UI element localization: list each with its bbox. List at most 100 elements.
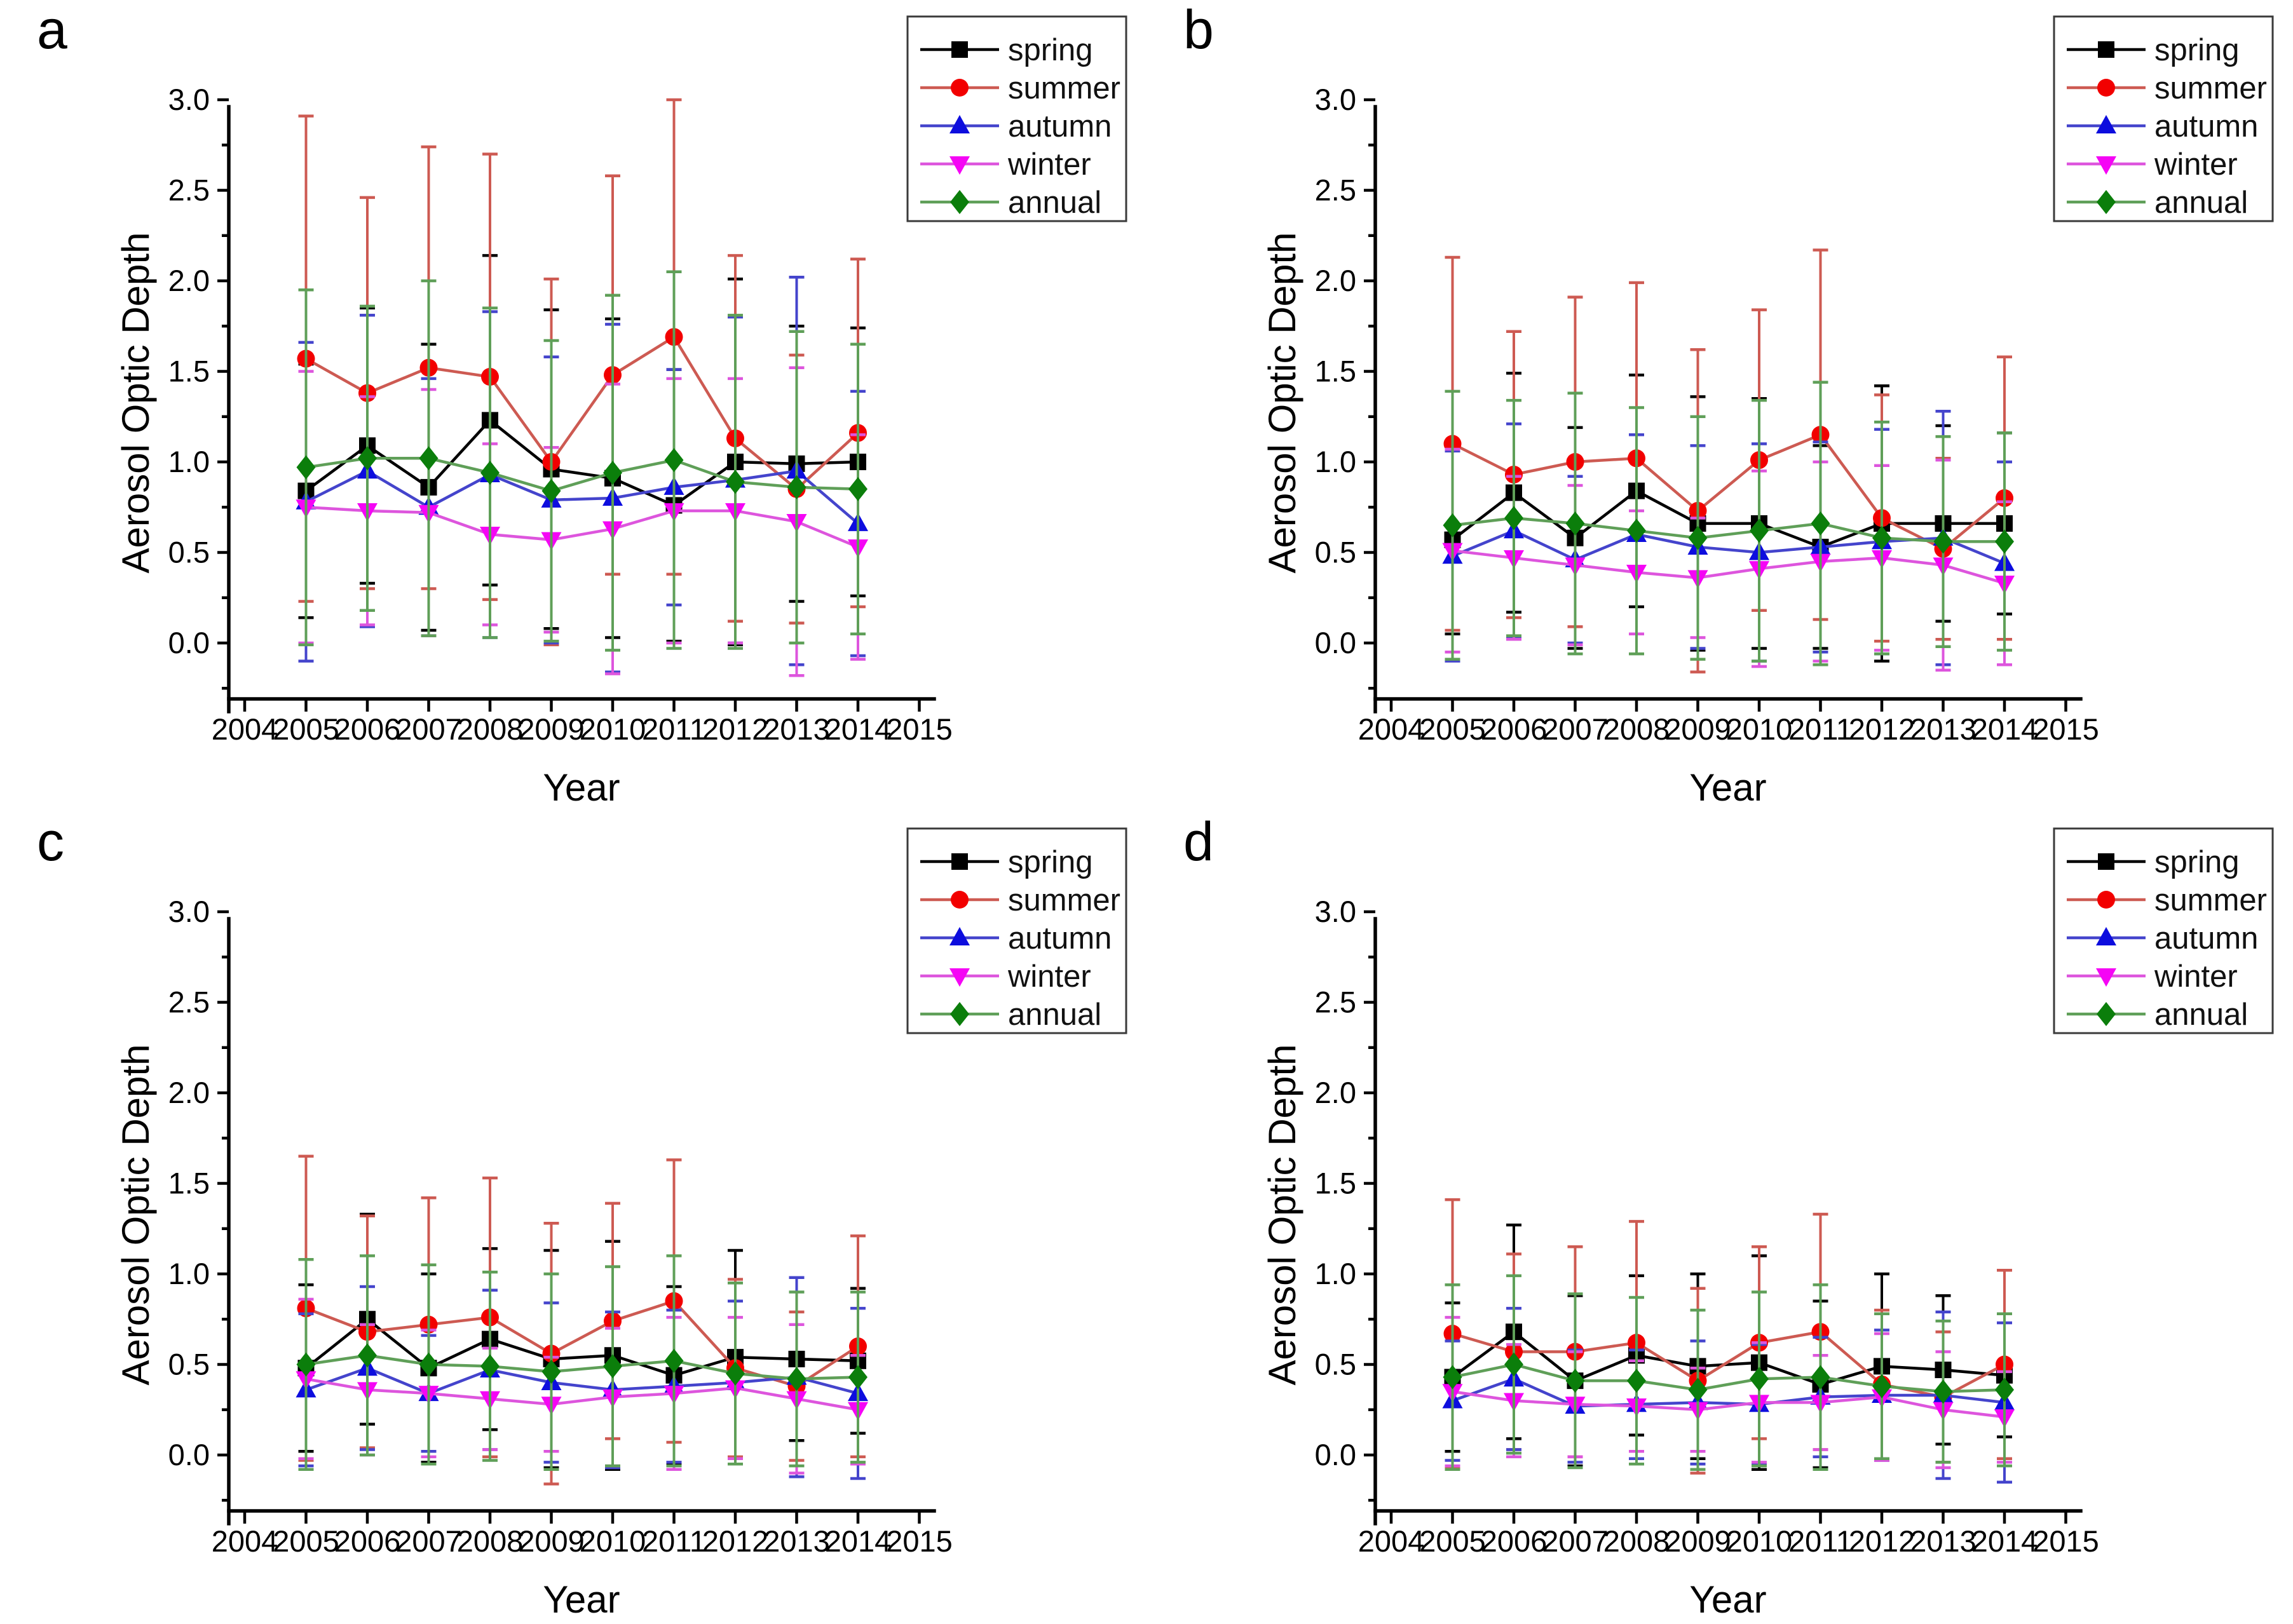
- x-tick-label: 2008: [1603, 712, 1670, 746]
- y-tick-label: 1.5: [1315, 355, 1356, 388]
- chart-a: 0.00.51.01.52.02.53.02004200520062007200…: [114, 15, 1127, 809]
- y-tick-label: 0.0: [1315, 626, 1356, 660]
- chart-b: 0.00.51.01.52.02.53.02004200520062007200…: [1261, 15, 2274, 809]
- legend-label-annual: annual: [2154, 186, 2248, 220]
- legend-label-spring: spring: [2154, 33, 2239, 67]
- legend-label-annual: annual: [2154, 998, 2248, 1032]
- x-tick-label: 2005: [273, 1524, 339, 1558]
- y-tick-label: 2.0: [168, 264, 210, 297]
- y-tick-label: 0.5: [168, 536, 210, 569]
- series-annual: [1443, 1274, 2014, 1472]
- x-tick-label: 2008: [1603, 1524, 1670, 1558]
- x-tick-label: 2009: [518, 1524, 585, 1558]
- x-tick-label: 2004: [212, 712, 278, 746]
- legend-label-autumn: autumn: [2154, 921, 2258, 956]
- legend-label-autumn: autumn: [2154, 109, 2258, 144]
- x-tick-label: 2007: [1542, 712, 1609, 746]
- series-spring: [297, 1212, 866, 1472]
- x-tick-label: 2013: [763, 712, 830, 746]
- x-tick-label: 2011: [642, 1524, 706, 1558]
- x-tick-label: 2015: [2032, 1524, 2099, 1558]
- x-tick-label: 2006: [334, 712, 401, 746]
- x-tick-label: 2004: [212, 1524, 278, 1558]
- x-tick-label: 2015: [2032, 712, 2099, 746]
- series-summer: [1443, 1198, 2013, 1475]
- legend-label-summer: summer: [2154, 71, 2267, 105]
- x-axis-title: Year: [1689, 766, 1766, 809]
- x-tick-label: 2005: [273, 712, 339, 746]
- legend-label-autumn: autumn: [1008, 109, 1112, 144]
- plot-d: 0.00.51.01.52.02.53.02004200520062007200…: [1261, 827, 2274, 1621]
- x-tick-label: 2014: [825, 1524, 892, 1558]
- series-annual: [296, 1254, 868, 1472]
- x-tick-label: 2005: [1419, 1524, 1486, 1558]
- y-tick-label: 1.0: [168, 1257, 210, 1290]
- legend-label-winter: winter: [2154, 959, 2238, 994]
- y-tick-label: 3.0: [168, 895, 210, 928]
- panel-letter-c: c: [37, 812, 64, 872]
- x-axis-title: Year: [543, 766, 620, 809]
- y-axis-title: Aerosol Optic Depth: [114, 1045, 157, 1386]
- y-tick-label: 0.0: [168, 626, 210, 660]
- y-tick-label: 2.5: [168, 985, 210, 1019]
- x-tick-label: 2006: [1481, 712, 1548, 746]
- x-tick-label: 2007: [1542, 1524, 1609, 1558]
- legend-label-winter: winter: [1007, 147, 1091, 182]
- x-tick-label: 2005: [1419, 712, 1486, 746]
- y-tick-label: 0.5: [168, 1348, 210, 1381]
- x-tick-label: 2010: [580, 712, 646, 746]
- y-tick-label: 2.5: [1315, 985, 1356, 1019]
- x-tick-label: 2009: [518, 712, 585, 746]
- x-tick-label: 2009: [1664, 1524, 1731, 1558]
- x-tick-label: 2012: [1849, 1524, 1915, 1558]
- panel-letter-a: a: [37, 0, 67, 60]
- x-tick-label: 2007: [395, 712, 462, 746]
- x-tick-label: 2011: [642, 712, 706, 746]
- series-winter: [296, 366, 868, 677]
- x-tick-label: 2009: [1664, 712, 1731, 746]
- legend-label-summer: summer: [2154, 883, 2267, 917]
- x-tick-label: 2008: [457, 712, 524, 746]
- y-tick-label: 1.5: [168, 355, 210, 388]
- x-tick-label: 2008: [457, 1524, 524, 1558]
- legend-label-annual: annual: [1008, 186, 1101, 220]
- y-tick-label: 1.5: [1315, 1167, 1356, 1200]
- x-tick-label: 2010: [1726, 1524, 1793, 1558]
- x-tick-label: 2010: [580, 1524, 646, 1558]
- panel-letter-b: b: [1183, 0, 1214, 60]
- legend-label-summer: summer: [1008, 883, 1120, 917]
- y-tick-label: 1.0: [1315, 445, 1356, 478]
- y-tick-label: 2.5: [168, 173, 210, 207]
- x-tick-label: 2015: [886, 1524, 953, 1558]
- chart-d: 0.00.51.01.52.02.53.02004200520062007200…: [1261, 827, 2274, 1621]
- y-axis-title: Aerosol Optic Depth: [114, 233, 157, 574]
- x-tick-label: 2006: [1481, 1524, 1548, 1558]
- series-annual: [296, 270, 868, 652]
- series-winter: [1442, 447, 2015, 672]
- y-tick-label: 3.0: [1315, 83, 1356, 116]
- x-tick-label: 2011: [1788, 712, 1853, 746]
- x-tick-label: 2004: [1358, 1524, 1425, 1558]
- x-tick-label: 2015: [886, 712, 953, 746]
- legend-label-spring: spring: [2154, 845, 2239, 879]
- series-summer: [297, 1154, 867, 1485]
- x-tick-label: 2013: [1910, 712, 1977, 746]
- series-autumn: [1442, 1306, 2015, 1484]
- legend-label-autumn: autumn: [1008, 921, 1112, 956]
- x-axis-title: Year: [1689, 1578, 1766, 1621]
- y-tick-label: 1.5: [168, 1167, 210, 1200]
- x-tick-label: 2012: [702, 712, 769, 746]
- legend-label-spring: spring: [1008, 33, 1092, 67]
- legend-label-summer: summer: [1008, 71, 1120, 105]
- y-tick-label: 2.0: [1315, 1076, 1356, 1109]
- x-tick-label: 2011: [1788, 1524, 1853, 1558]
- y-tick-label: 0.0: [1315, 1438, 1356, 1472]
- series-spring: [1444, 1223, 2013, 1472]
- x-tick-label: 2014: [1971, 1524, 2038, 1558]
- legend-label-annual: annual: [1008, 998, 1101, 1032]
